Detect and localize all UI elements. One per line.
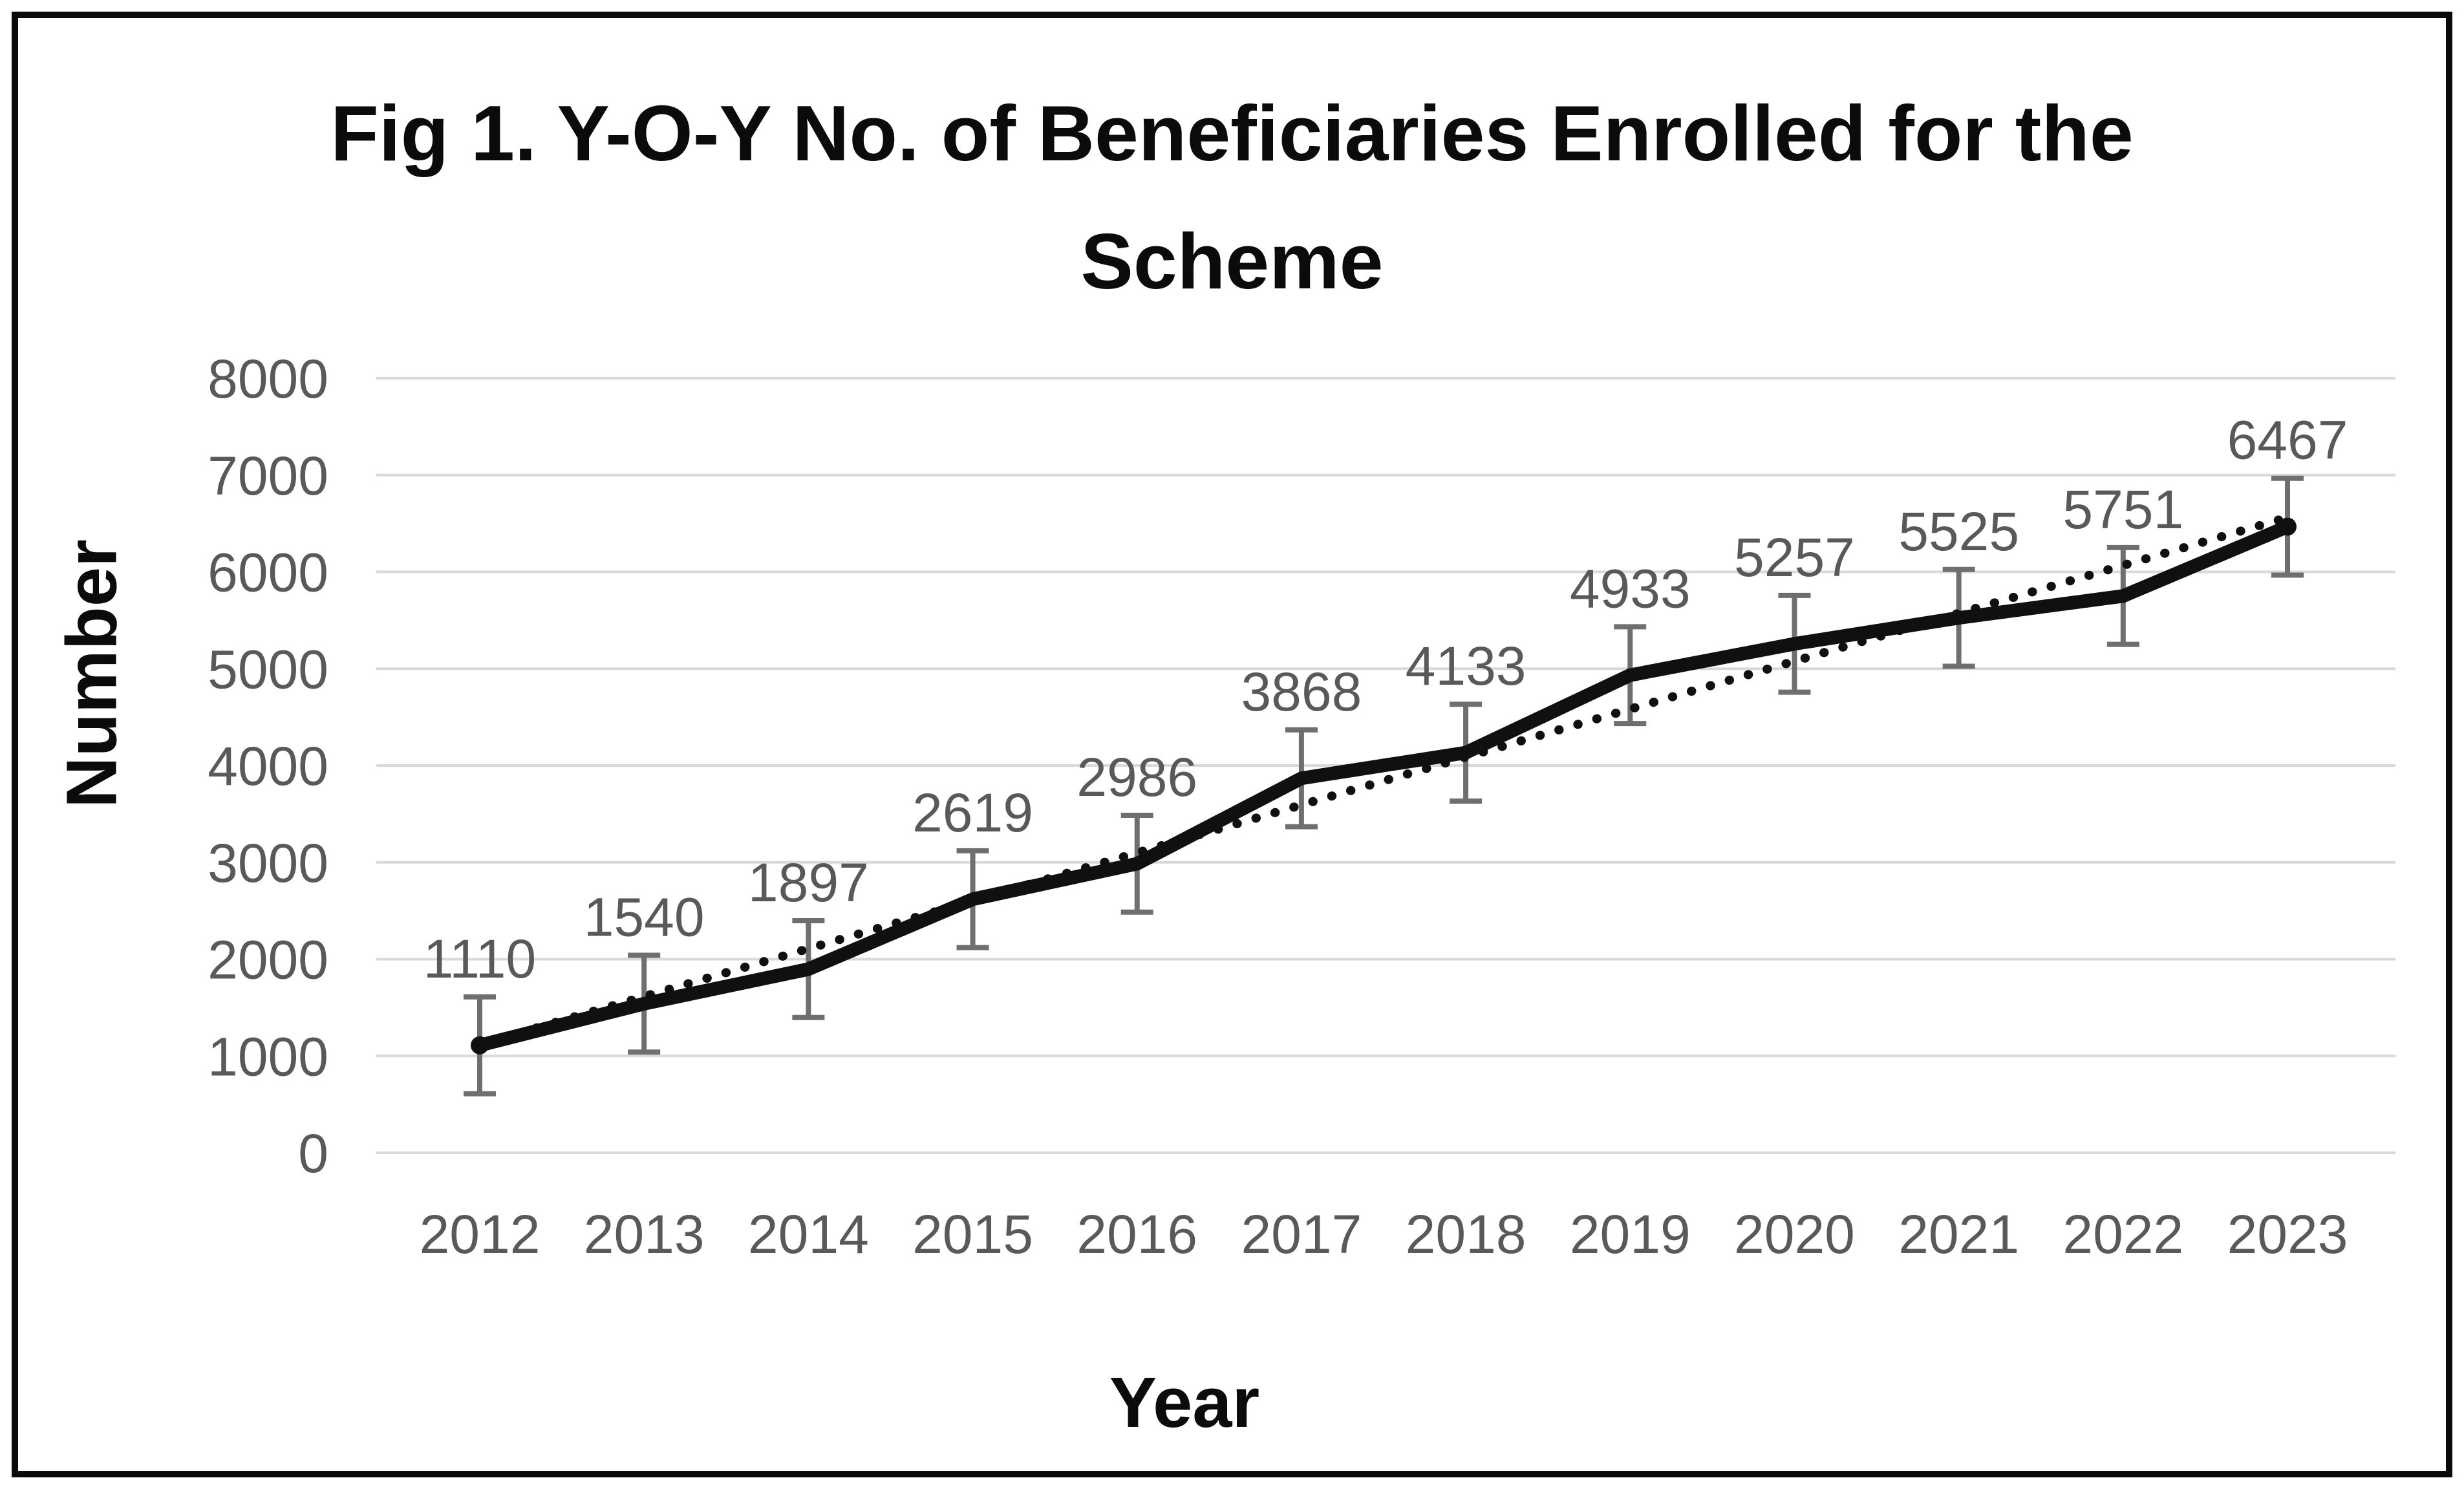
x-tick-label: 2020 bbox=[1734, 1204, 1855, 1265]
x-tick-label: 2019 bbox=[1570, 1204, 1691, 1265]
y-axis-tick-labels: 0 1000 2000 3000 4000 5000 6000 7000 8000 bbox=[208, 348, 328, 1184]
y-tick-label: 3000 bbox=[208, 833, 328, 894]
error-bars bbox=[464, 475, 2304, 1097]
chart-title-line-2: Scheme bbox=[1080, 217, 1384, 305]
y-tick-label: 6000 bbox=[208, 542, 328, 603]
x-tick-label: 2015 bbox=[912, 1204, 1033, 1265]
chart-title-line-1: Fig 1. Y-O-Y No. of Beneficiaries Enroll… bbox=[330, 89, 2134, 177]
data-label: 4133 bbox=[1406, 636, 1527, 696]
data-label: 5257 bbox=[1734, 527, 1855, 588]
x-tick-label: 2018 bbox=[1406, 1204, 1527, 1265]
data-label: 4933 bbox=[1570, 558, 1691, 619]
series-line bbox=[473, 520, 2295, 1053]
x-tick-label: 2014 bbox=[748, 1204, 869, 1265]
data-label: 3868 bbox=[1241, 661, 1362, 722]
y-tick-label: 4000 bbox=[208, 736, 328, 797]
data-label: 1540 bbox=[584, 887, 705, 948]
data-label: 1110 bbox=[423, 928, 536, 989]
data-label: 2619 bbox=[912, 782, 1033, 843]
x-axis-title: Year bbox=[1109, 1363, 1260, 1442]
figure-border bbox=[12, 12, 2452, 1477]
trendline-dotted bbox=[475, 513, 2292, 1049]
x-tick-label: 2017 bbox=[1241, 1204, 1362, 1265]
data-labels: 1110 1540 1897 2619 2986 3868 4133 4933 5257 5525… bbox=[423, 410, 2348, 989]
y-tick-label: 8000 bbox=[208, 348, 328, 409]
data-point-marker bbox=[2278, 517, 2297, 536]
data-label: 5525 bbox=[1898, 501, 2019, 562]
y-tick-label: 7000 bbox=[208, 445, 328, 506]
x-tick-label: 2022 bbox=[2062, 1204, 2183, 1265]
x-tick-label: 2023 bbox=[2227, 1204, 2348, 1265]
y-tick-label: 1000 bbox=[208, 1026, 328, 1087]
x-tick-label: 2021 bbox=[1898, 1204, 2019, 1265]
x-axis-tick-labels: 2012 2013 2014 2015 2016 2017 2018 2019 2020 2021… bbox=[420, 1204, 2348, 1265]
data-label: 5751 bbox=[2062, 479, 2183, 540]
x-tick-label: 2013 bbox=[584, 1204, 705, 1265]
data-label: 6467 bbox=[2227, 410, 2348, 471]
y-tick-label: 2000 bbox=[208, 930, 328, 991]
chart-title: Fig 1. Y-O-Y No. of Beneficiaries Enroll… bbox=[0, 70, 2464, 325]
data-label: 1897 bbox=[748, 852, 869, 913]
y-tick-label: 5000 bbox=[208, 639, 328, 700]
gridlines bbox=[376, 377, 2395, 1154]
data-label: 2986 bbox=[1077, 747, 1197, 808]
x-tick-label: 2012 bbox=[420, 1204, 541, 1265]
y-tick-label: 0 bbox=[298, 1123, 328, 1184]
x-tick-label: 2016 bbox=[1077, 1204, 1197, 1265]
